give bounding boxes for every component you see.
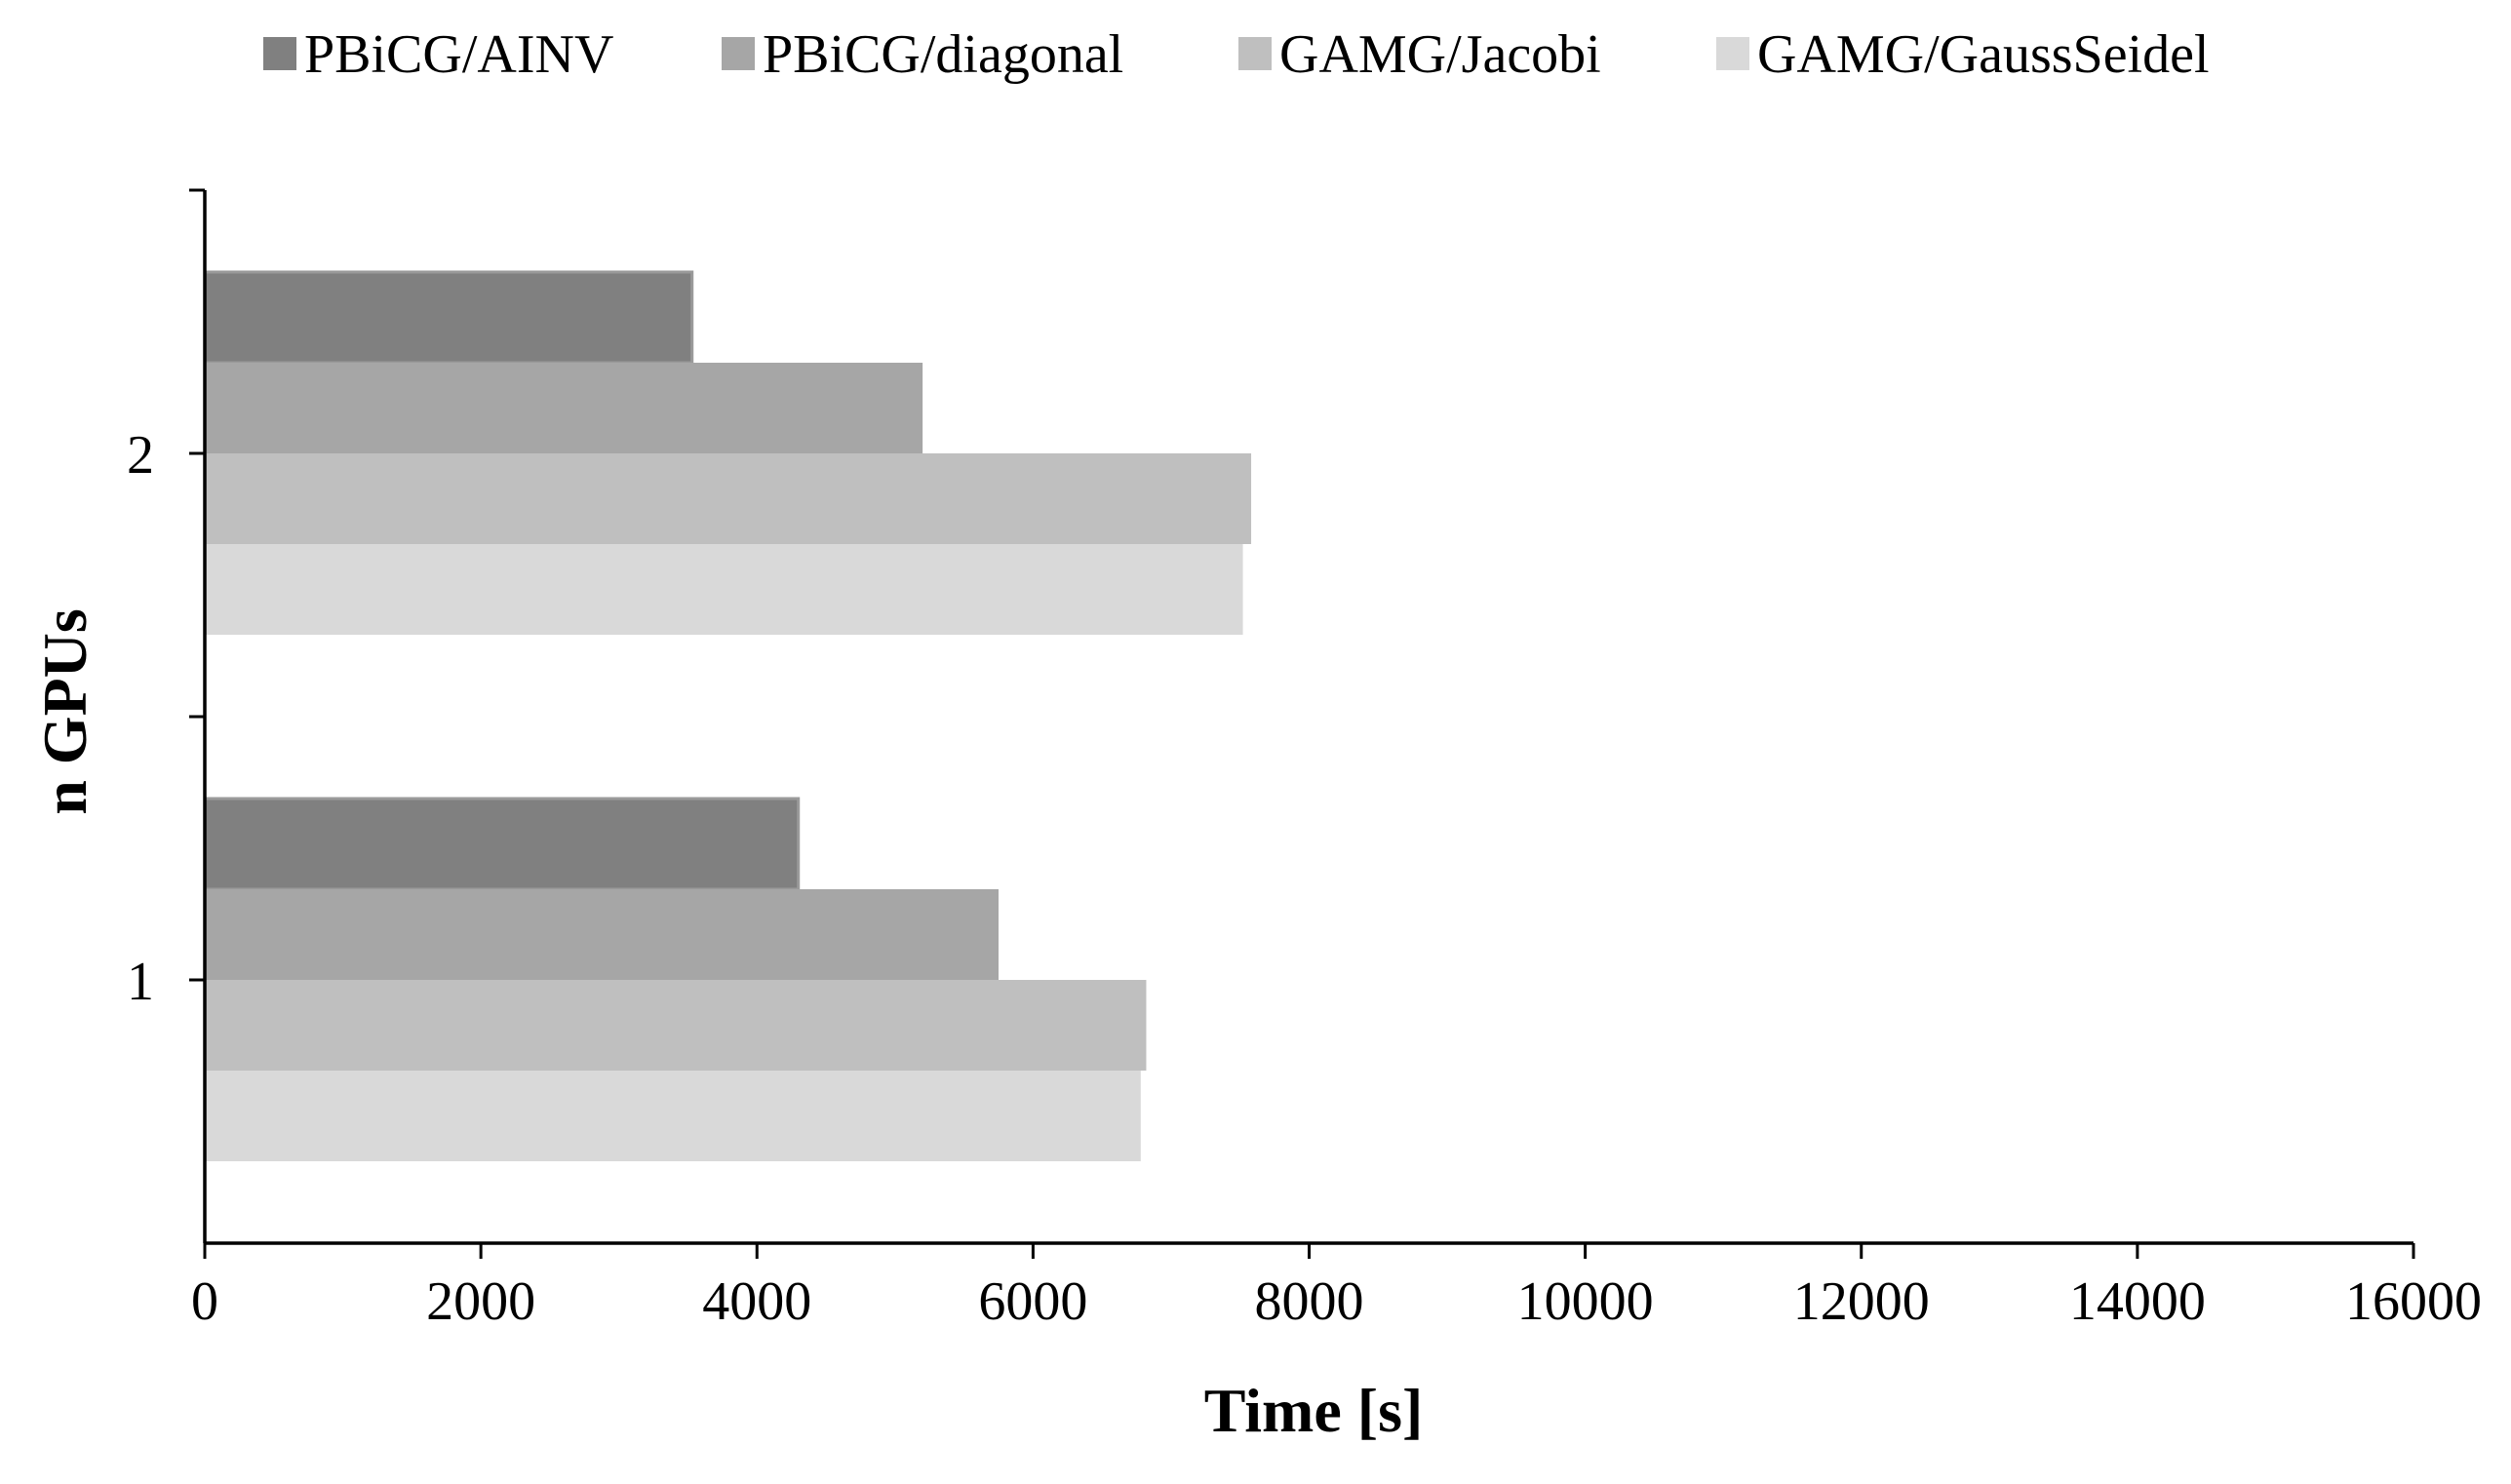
bar-pbicg-ainv-gpus-1 bbox=[203, 797, 801, 891]
x-ticks: 0 2000 4000 6000 8000 10000 12000 14000 16000 bbox=[191, 1243, 2482, 1332]
bar-gamg-gaussseidel-gpus-1 bbox=[205, 1071, 1141, 1161]
legend-label-pbicg-diagonal: PBiCG/diagonal bbox=[763, 24, 1123, 85]
x-tick-label: 10000 bbox=[1517, 1271, 1654, 1332]
y-tick-label: 1 bbox=[127, 952, 154, 1012]
y-tick-label: 2 bbox=[127, 425, 154, 486]
bar-pbicg-diagonal-gpus-2 bbox=[205, 363, 923, 453]
y-axis-title: n GPUs bbox=[30, 608, 99, 815]
x-tick-label: 14000 bbox=[2069, 1271, 2206, 1332]
x-tick-label: 12000 bbox=[1793, 1271, 1930, 1332]
bar-gamg-jacobi-gpus-1 bbox=[205, 980, 1147, 1071]
legend-label-pbicg-ainv: PBiCG/AINV bbox=[304, 24, 613, 85]
legend-swatch-gamg-gaussseidel bbox=[1716, 37, 1749, 70]
x-axis-title: Time [s] bbox=[1204, 1376, 1424, 1445]
x-tick-label: 8000 bbox=[1255, 1271, 1364, 1332]
x-tick-label: 16000 bbox=[2345, 1271, 2482, 1332]
bar-pbicg-diagonal-gpus-1 bbox=[205, 889, 999, 980]
legend-label-gamg-jacobi: GAMG/Jacobi bbox=[1279, 24, 1601, 85]
bar-pbicg-ainv-gpus-2 bbox=[203, 270, 694, 365]
y-ticks: 12 bbox=[127, 188, 205, 1012]
legend: PBiCG/AINV PBiCG/diagonal GAMG/Jacobi GAMG/… bbox=[263, 24, 2210, 85]
bars bbox=[203, 270, 1252, 1161]
x-tick-label: 0 bbox=[191, 1271, 218, 1332]
legend-swatch-pbicg-ainv bbox=[263, 37, 296, 70]
bar-gamg-jacobi-gpus-2 bbox=[205, 453, 1252, 544]
x-tick-label: 6000 bbox=[978, 1271, 1087, 1332]
legend-swatch-gamg-jacobi bbox=[1238, 37, 1272, 70]
legend-swatch-pbicg-diagonal bbox=[722, 37, 755, 70]
bar-gamg-gaussseidel-gpus-2 bbox=[205, 544, 1243, 635]
x-tick-label: 4000 bbox=[702, 1271, 811, 1332]
legend-label-gamg-gaussseidel: GAMG/GaussSeidel bbox=[1757, 24, 2210, 85]
x-tick-label: 2000 bbox=[426, 1271, 535, 1332]
